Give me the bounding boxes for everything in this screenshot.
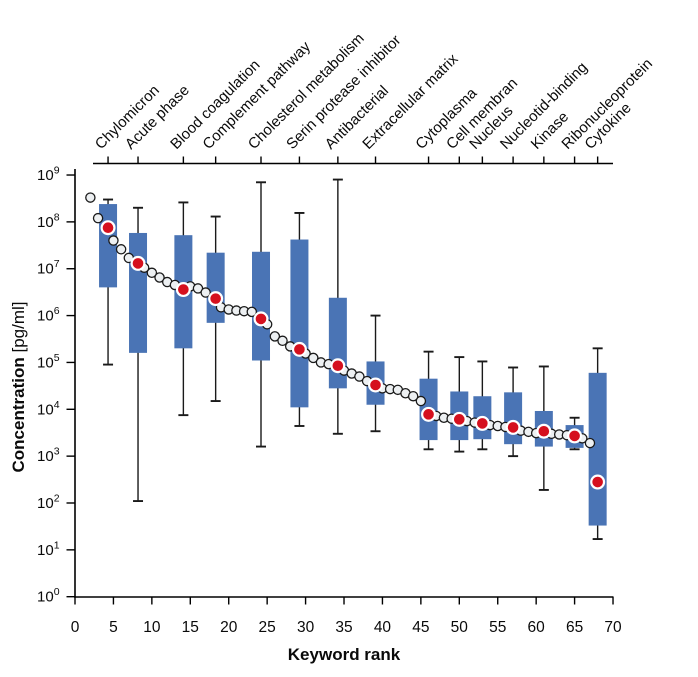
trend-point (354, 371, 365, 382)
x-tick-label: 5 (109, 619, 118, 636)
y-tick-label: 103 (37, 446, 60, 466)
trend-point (154, 272, 165, 283)
median-dot (175, 282, 191, 298)
trend-point (115, 244, 127, 255)
y-axis-title-unit: [pg/ml] (9, 301, 28, 353)
median-dot (421, 406, 437, 422)
trend-point (108, 235, 119, 246)
median-dot (330, 358, 346, 374)
y-tick-label: 100 (37, 586, 60, 606)
trend-point (269, 331, 281, 342)
x-tick-label: 55 (489, 619, 506, 636)
box-rect (504, 392, 523, 445)
trend-point (146, 267, 158, 279)
box-rect (129, 232, 148, 353)
trend-point (85, 192, 96, 203)
median-dot (368, 377, 384, 393)
y-axis-title: Concentration [pg/ml] (9, 302, 29, 473)
median-dot (451, 411, 467, 427)
x-tick-label: 30 (297, 619, 315, 636)
box-rect (290, 239, 309, 408)
trend-point (584, 437, 596, 449)
x-tick-label: 45 (412, 619, 429, 636)
y-tick-label: 104 (37, 399, 60, 419)
median-dot (590, 474, 606, 490)
x-tick-label: 40 (374, 619, 392, 636)
y-tick-label: 109 (37, 165, 60, 185)
y-tick-label: 108 (37, 211, 60, 231)
median-dot (567, 428, 583, 444)
x-tick-label: 15 (182, 619, 199, 636)
median-dot (100, 220, 116, 236)
x-tick-label: 70 (604, 619, 622, 636)
median-dot (253, 311, 269, 327)
x-axis-title: Keyword rank (287, 645, 401, 664)
x-tick-label: 20 (220, 619, 238, 636)
median-dot (291, 341, 307, 357)
trend-point (407, 390, 419, 402)
x-tick-label: 0 (71, 619, 80, 636)
y-tick-label: 107 (37, 258, 60, 278)
y-tick-label: 101 (37, 539, 60, 559)
box-rect (252, 251, 271, 361)
y-tick-label: 106 (37, 305, 60, 325)
median-dot (208, 291, 224, 307)
trend-point (277, 335, 288, 347)
trend-point (246, 306, 258, 318)
y-tick-label: 102 (37, 492, 60, 512)
median-dot (474, 415, 490, 431)
trend-point (308, 352, 319, 364)
median-dot (130, 255, 146, 271)
trend-point (92, 212, 104, 224)
median-dot (505, 419, 521, 435)
y-axis-title-main: Concentration (9, 357, 28, 473)
x-tick-label: 60 (528, 619, 546, 636)
box-rect (588, 372, 607, 526)
trend-point (415, 395, 427, 407)
x-tick-label: 50 (451, 619, 469, 636)
median-dot (536, 423, 552, 439)
x-tick-label: 65 (566, 619, 583, 636)
x-tick-label: 35 (335, 619, 352, 636)
y-tick-label: 105 (37, 352, 60, 372)
x-tick-label: 25 (259, 619, 276, 636)
trend-point (200, 287, 211, 298)
x-tick-label: 10 (143, 619, 161, 636)
